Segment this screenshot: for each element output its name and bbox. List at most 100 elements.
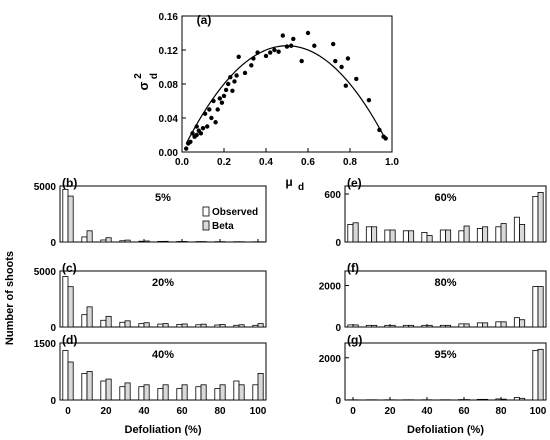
bar-beta bbox=[67, 286, 74, 328]
y-tick-label: 2000 bbox=[319, 282, 342, 293]
data-point bbox=[377, 127, 382, 133]
bar-observed bbox=[513, 397, 520, 401]
bar-observed bbox=[233, 380, 240, 401]
data-point bbox=[194, 132, 199, 138]
panel-d: 0 1500 (d) 40% 0 20 40 60 80 100 Defoliation (%) bbox=[34, 333, 267, 436]
bar-beta bbox=[181, 241, 188, 243]
data-point bbox=[249, 63, 254, 68]
bar-beta bbox=[537, 348, 544, 401]
panel-label: (e) bbox=[347, 176, 362, 190]
bar-beta bbox=[105, 378, 112, 401]
bar-observed bbox=[157, 323, 164, 328]
y-axis-label-subscript: d bbox=[149, 73, 160, 79]
bar-beta bbox=[408, 324, 415, 328]
data-point bbox=[263, 53, 269, 59]
bar-observed bbox=[532, 349, 539, 401]
defoliation-level-label: 5% bbox=[155, 192, 171, 204]
bar-observed bbox=[458, 230, 465, 243]
y-tick-label: 0 bbox=[50, 323, 56, 334]
bar-beta bbox=[86, 306, 93, 328]
data-point bbox=[289, 43, 294, 48]
bar-observed bbox=[439, 229, 446, 243]
bar-beta bbox=[162, 240, 169, 243]
bar-beta bbox=[389, 324, 396, 328]
x-axis-label: Defoliation (%) bbox=[125, 424, 202, 436]
bar-observed bbox=[81, 372, 88, 401]
bar-observed bbox=[252, 384, 259, 401]
data-point bbox=[276, 49, 281, 54]
data-point bbox=[312, 43, 317, 48]
x-tick-label: 60 bbox=[176, 406, 188, 417]
bar-beta bbox=[105, 315, 112, 328]
y-axis-label-symbol: σ bbox=[136, 81, 151, 90]
panel-a: 0.0 0.2 0.4 0.6 0.8 1.0 0.00 0.04 0.08 0.12 0.16 (a… bbox=[133, 12, 399, 193]
bar-observed bbox=[532, 286, 539, 328]
defoliation-level-label: 95% bbox=[434, 349, 456, 361]
data-point bbox=[280, 33, 285, 38]
legend-label-beta: Beta bbox=[212, 221, 234, 232]
x-tick-label: 80 bbox=[495, 406, 507, 417]
data-point bbox=[230, 88, 235, 94]
bar-beta bbox=[482, 226, 489, 243]
legend-label-observed: Observed bbox=[212, 207, 258, 218]
bar-beta bbox=[124, 320, 131, 328]
bar-observed bbox=[100, 239, 107, 243]
data-point bbox=[284, 44, 290, 49]
defoliation-level-label: 80% bbox=[434, 277, 456, 289]
bar-beta bbox=[371, 324, 378, 328]
panel-e: 0 600 (e) 60% bbox=[324, 176, 547, 249]
bar-observed bbox=[62, 188, 69, 243]
data-point bbox=[234, 73, 239, 78]
bar-beta bbox=[389, 229, 396, 243]
y-tick-label: 1500 bbox=[34, 339, 57, 350]
data-point bbox=[194, 124, 199, 129]
data-point bbox=[190, 131, 195, 136]
data-point bbox=[242, 70, 248, 76]
bar-beta bbox=[124, 382, 131, 401]
x-axis-label-subscript: d bbox=[298, 182, 304, 193]
panel-f: 0 2000 (f) 80% bbox=[319, 261, 547, 334]
bar-beta bbox=[86, 371, 93, 401]
defoliation-level-label: 40% bbox=[152, 349, 174, 361]
data-point bbox=[333, 58, 338, 64]
panel-a-frame bbox=[181, 15, 393, 153]
data-point bbox=[299, 58, 304, 64]
legend-swatch-observed bbox=[202, 206, 210, 217]
x-tick-label: 0.6 bbox=[301, 157, 315, 168]
data-point bbox=[207, 107, 212, 112]
bar-beta bbox=[463, 225, 470, 243]
data-point bbox=[226, 81, 231, 87]
bar-beta bbox=[500, 223, 507, 243]
bar-observed bbox=[365, 226, 372, 243]
x-tick-label: 40 bbox=[138, 406, 150, 417]
bar-observed bbox=[421, 231, 428, 243]
data-point bbox=[215, 107, 220, 112]
bar-beta bbox=[200, 384, 207, 401]
bar-observed bbox=[176, 241, 183, 243]
y-tick-label: 0 bbox=[335, 238, 341, 249]
defoliation-level-label: 60% bbox=[434, 192, 456, 204]
x-tick-label: 1.0 bbox=[385, 157, 399, 168]
bar-beta bbox=[352, 324, 359, 328]
bar-observed bbox=[62, 350, 69, 401]
x-tick-label: 0.2 bbox=[217, 157, 231, 168]
panel-label: (a) bbox=[197, 13, 212, 27]
bar-observed bbox=[195, 386, 202, 401]
x-axis-label: Defoliation (%) bbox=[407, 424, 484, 436]
data-point bbox=[213, 120, 218, 125]
bar-beta bbox=[408, 230, 415, 243]
x-tick-label: 60 bbox=[458, 406, 470, 417]
legend: Observed Beta bbox=[202, 206, 258, 232]
panel-label: (g) bbox=[347, 333, 362, 347]
x-tick-label: 0 bbox=[65, 406, 71, 417]
y-tick-label: 5000 bbox=[34, 267, 57, 278]
bar-observed bbox=[100, 319, 107, 328]
bar-beta bbox=[143, 240, 150, 243]
bar-observed bbox=[365, 324, 372, 328]
panel-label: (b) bbox=[62, 176, 77, 190]
x-tick-label: 100 bbox=[530, 406, 547, 417]
bar-beta bbox=[67, 361, 74, 401]
x-tick-label: 40 bbox=[421, 406, 433, 417]
bar-beta bbox=[257, 323, 264, 328]
data-point bbox=[221, 93, 227, 99]
